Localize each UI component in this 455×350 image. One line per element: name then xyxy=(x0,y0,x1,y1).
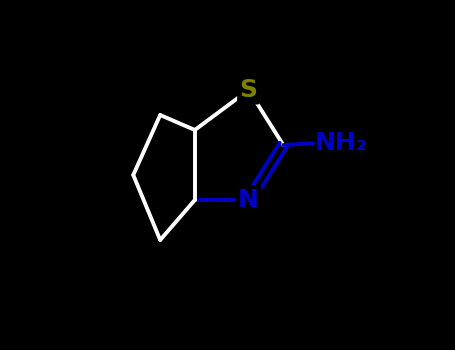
Text: NH₂: NH₂ xyxy=(315,131,368,155)
Text: S: S xyxy=(240,78,258,102)
Text: N: N xyxy=(238,188,259,212)
